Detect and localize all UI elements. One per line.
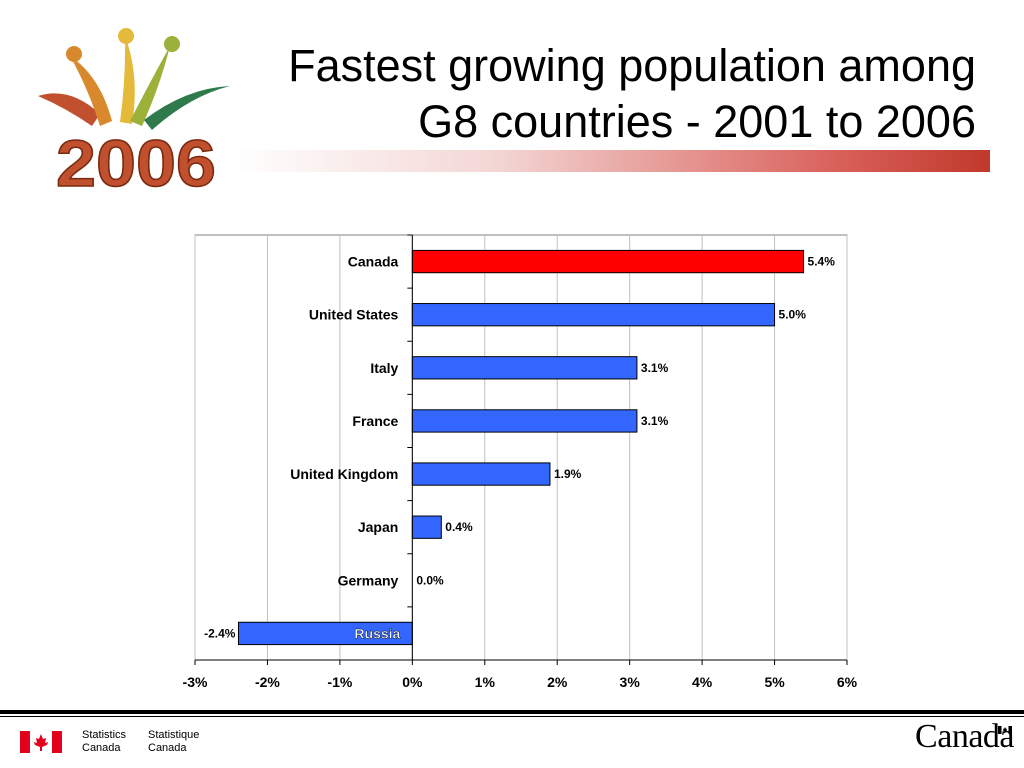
- category-label: United States: [309, 307, 399, 323]
- bar-united-states: [411, 303, 776, 327]
- value-label: 0.4%: [445, 520, 473, 534]
- chart-gridlines: [194, 234, 848, 661]
- value-label: 3.1%: [641, 361, 669, 375]
- bar-canada: [411, 249, 805, 274]
- census-2006-logo: 2006: [38, 28, 230, 194]
- chart-axes: -3% -2% -1% 0% 1% 2% 3% 4% 5% 6% Canada United Stat…: [183, 234, 858, 690]
- x-tick-label: 3%: [620, 674, 641, 690]
- bar-united-kingdom: [411, 462, 551, 486]
- x-tick-label: 2%: [547, 674, 568, 690]
- plot-frame: [194, 234, 848, 661]
- x-tick-label: 6%: [837, 674, 858, 690]
- bar-italy: [411, 356, 638, 380]
- category-label: Italy: [370, 360, 398, 376]
- canada-wordmark: Canada: [915, 718, 1014, 755]
- footer-rule-thin: [0, 716, 1024, 717]
- x-tick-label: 0%: [402, 674, 423, 690]
- bar-france: [411, 409, 638, 433]
- logo-year: 2006: [56, 126, 216, 194]
- stats-fr-line2: Canada: [148, 742, 187, 754]
- slide-title: Fastest growing population among G8 coun…: [156, 38, 976, 150]
- value-label: 5.0%: [779, 308, 807, 322]
- title-line-2: G8 countries - 2001 to 2006: [418, 96, 976, 147]
- x-tick-label: -2%: [255, 674, 280, 690]
- category-label: Canada: [348, 254, 399, 270]
- wordmark-flag-icon: [998, 726, 1012, 734]
- category-label: United Kingdom: [290, 466, 398, 482]
- value-label: 0.0%: [416, 573, 444, 587]
- statistics-canada-en: Statistics Canada: [82, 729, 126, 755]
- footer-rule: [0, 710, 1024, 714]
- x-tick-label: -1%: [327, 674, 352, 690]
- category-label: Russia: [354, 625, 400, 641]
- value-label: 3.1%: [641, 414, 669, 428]
- value-label: 5.4%: [808, 255, 836, 269]
- bar-japan: [411, 515, 442, 539]
- value-label: -2.4%: [204, 626, 236, 640]
- stats-en-line2: Canada: [82, 742, 121, 754]
- population-growth-bar-chart: 5.4% 5.0% 3.1% 3.1% 1.9% 0.4% 0.0% -2.4% -3% -2%…: [183, 234, 858, 690]
- x-tick-label: 1%: [475, 674, 496, 690]
- value-label: 1.9%: [554, 467, 582, 481]
- title-line-1: Fastest growing population among: [288, 40, 976, 91]
- title-underline-bar: [232, 150, 990, 172]
- category-label: Germany: [338, 572, 399, 588]
- chart-bars: 5.4% 5.0% 3.1% 3.1% 1.9% 0.4% 0.0% -2.4%: [204, 249, 836, 646]
- statistique-canada-fr: Statistique Canada: [148, 729, 199, 755]
- stats-en-line1: Statistics: [82, 729, 127, 741]
- category-label: Japan: [358, 519, 398, 535]
- x-tick-label: 5%: [764, 674, 785, 690]
- stats-fr-line1: Statistique: [148, 729, 200, 741]
- canada-flag-icon: [20, 731, 62, 753]
- x-tick-label: 4%: [692, 674, 713, 690]
- x-tick-label: -3%: [183, 674, 208, 690]
- category-label: France: [352, 413, 398, 429]
